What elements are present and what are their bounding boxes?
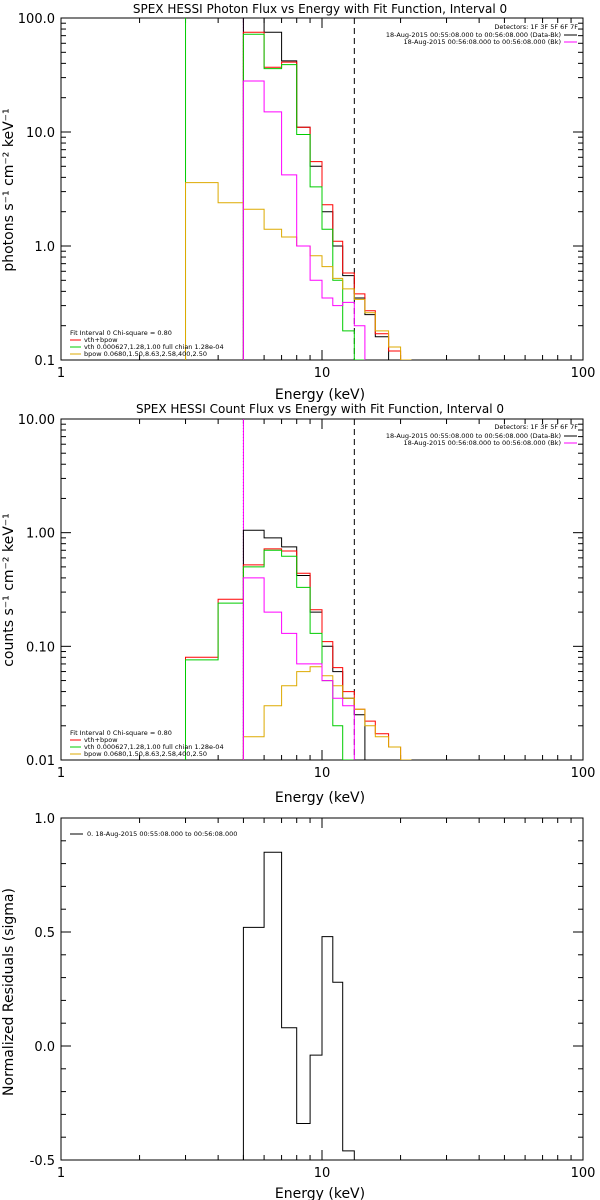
x-axis-label: Energy (keV): [275, 1186, 365, 1200]
y-tick-label: 10.00: [18, 413, 55, 428]
residuals-panel: Energy (keV) Normalized Residuals (sigma…: [1, 812, 595, 1200]
series-residual: [242, 851, 355, 1160]
legend-entry: 18-Aug-2015 00:56:08.000 to 00:56:08.000…: [404, 38, 561, 46]
legend-entry: vth 0.000627,1.28,1.00 full chian 1.28e-…: [84, 343, 224, 351]
x-tick-label: 1: [57, 766, 65, 781]
plot-frame: [60, 418, 584, 761]
y-axis-label: photons s⁻¹ cm⁻² keV⁻¹: [1, 108, 17, 271]
legend-entry: 18-Aug-2015 00:55:08.000 to 00:56:08.000…: [386, 31, 561, 39]
y-tick-label: 0.0: [34, 1040, 55, 1055]
x-tick-label: 1: [57, 1166, 65, 1181]
series-fit: [185, 548, 412, 760]
y-tick-label: 0.1: [34, 354, 55, 369]
x-tick-label: 100: [571, 1166, 596, 1181]
x-tick-label: 100: [571, 366, 596, 381]
y-tick-label: 0.01: [26, 754, 55, 769]
series-total: [242, 18, 390, 360]
series-fit: [242, 31, 412, 360]
legend-entry: vth+bpow: [84, 336, 118, 344]
y-tick-label: 10.0: [26, 126, 55, 141]
y-axis-label: Normalized Residuals (sigma): [1, 888, 17, 1096]
series-magenta: [242, 80, 366, 360]
photon-flux-panel: SPEX HESSI Photon Flux vs Energy with Fi…: [1, 2, 595, 403]
legend-entry: 18-Aug-2015 00:56:08.000 to 00:56:08.000…: [404, 439, 561, 447]
y-tick-label: 0.5: [34, 926, 55, 941]
legend-entry: Fit Interval 0 Chi-square = 0.80: [70, 329, 172, 337]
y-tick-label: 100.0: [18, 12, 55, 27]
y-tick-label: 0.10: [26, 640, 55, 655]
y-tick-label: 1.00: [26, 527, 55, 542]
x-tick-label: 10: [314, 766, 331, 781]
detectors-text: Detectors: 1F 3F 5F 6F 7F: [494, 23, 578, 31]
legend-entry: 18-Aug-2015 00:55:08.000 to 00:56:08.000…: [386, 432, 561, 440]
y-tick-label: 1.0: [34, 812, 55, 827]
chart-title: SPEX HESSI Photon Flux vs Energy with Fi…: [133, 2, 507, 16]
x-tick-label: 100: [571, 766, 596, 781]
x-tick-label: 1: [57, 366, 65, 381]
x-axis-label: Energy (keV): [275, 387, 365, 403]
series-magenta: [242, 577, 355, 760]
chart-title: SPEX HESSI Count Flux vs Energy with Fit…: [136, 402, 504, 416]
series-vth: [242, 33, 365, 360]
legend-entry: 0. 18-Aug-2015 00:55:08.000 to 00:56:08.…: [87, 830, 237, 838]
legend-entry: Fit Interval 0 Chi-square = 0.80: [70, 729, 172, 737]
legend-entry: vth 0.000627,1.28,1.00 full chian 1.28e-…: [84, 743, 224, 751]
legend-entry: bpow 0.0680,1.50,8.63,2.58,400,2.50: [84, 350, 207, 358]
y-axis-label: counts s⁻¹ cm⁻² keV⁻¹: [1, 513, 17, 667]
legend-entry: vth+bpow: [84, 736, 118, 744]
x-tick-label: 10: [314, 366, 331, 381]
x-axis-label: Energy (keV): [275, 790, 365, 806]
y-tick-label: 1.0: [34, 240, 55, 255]
detectors-text: Detectors: 1F 3F 5F 6F 7F: [494, 423, 578, 431]
legend-entry: bpow 0.0680,1.50,8.63,2.58,400,2.50: [84, 750, 207, 758]
y-tick-label: -0.5: [30, 1154, 55, 1169]
count-flux-panel: SPEX HESSI Count Flux vs Energy with Fit…: [1, 402, 595, 806]
x-tick-label: 10: [314, 1166, 331, 1181]
series-vth: [185, 549, 355, 760]
